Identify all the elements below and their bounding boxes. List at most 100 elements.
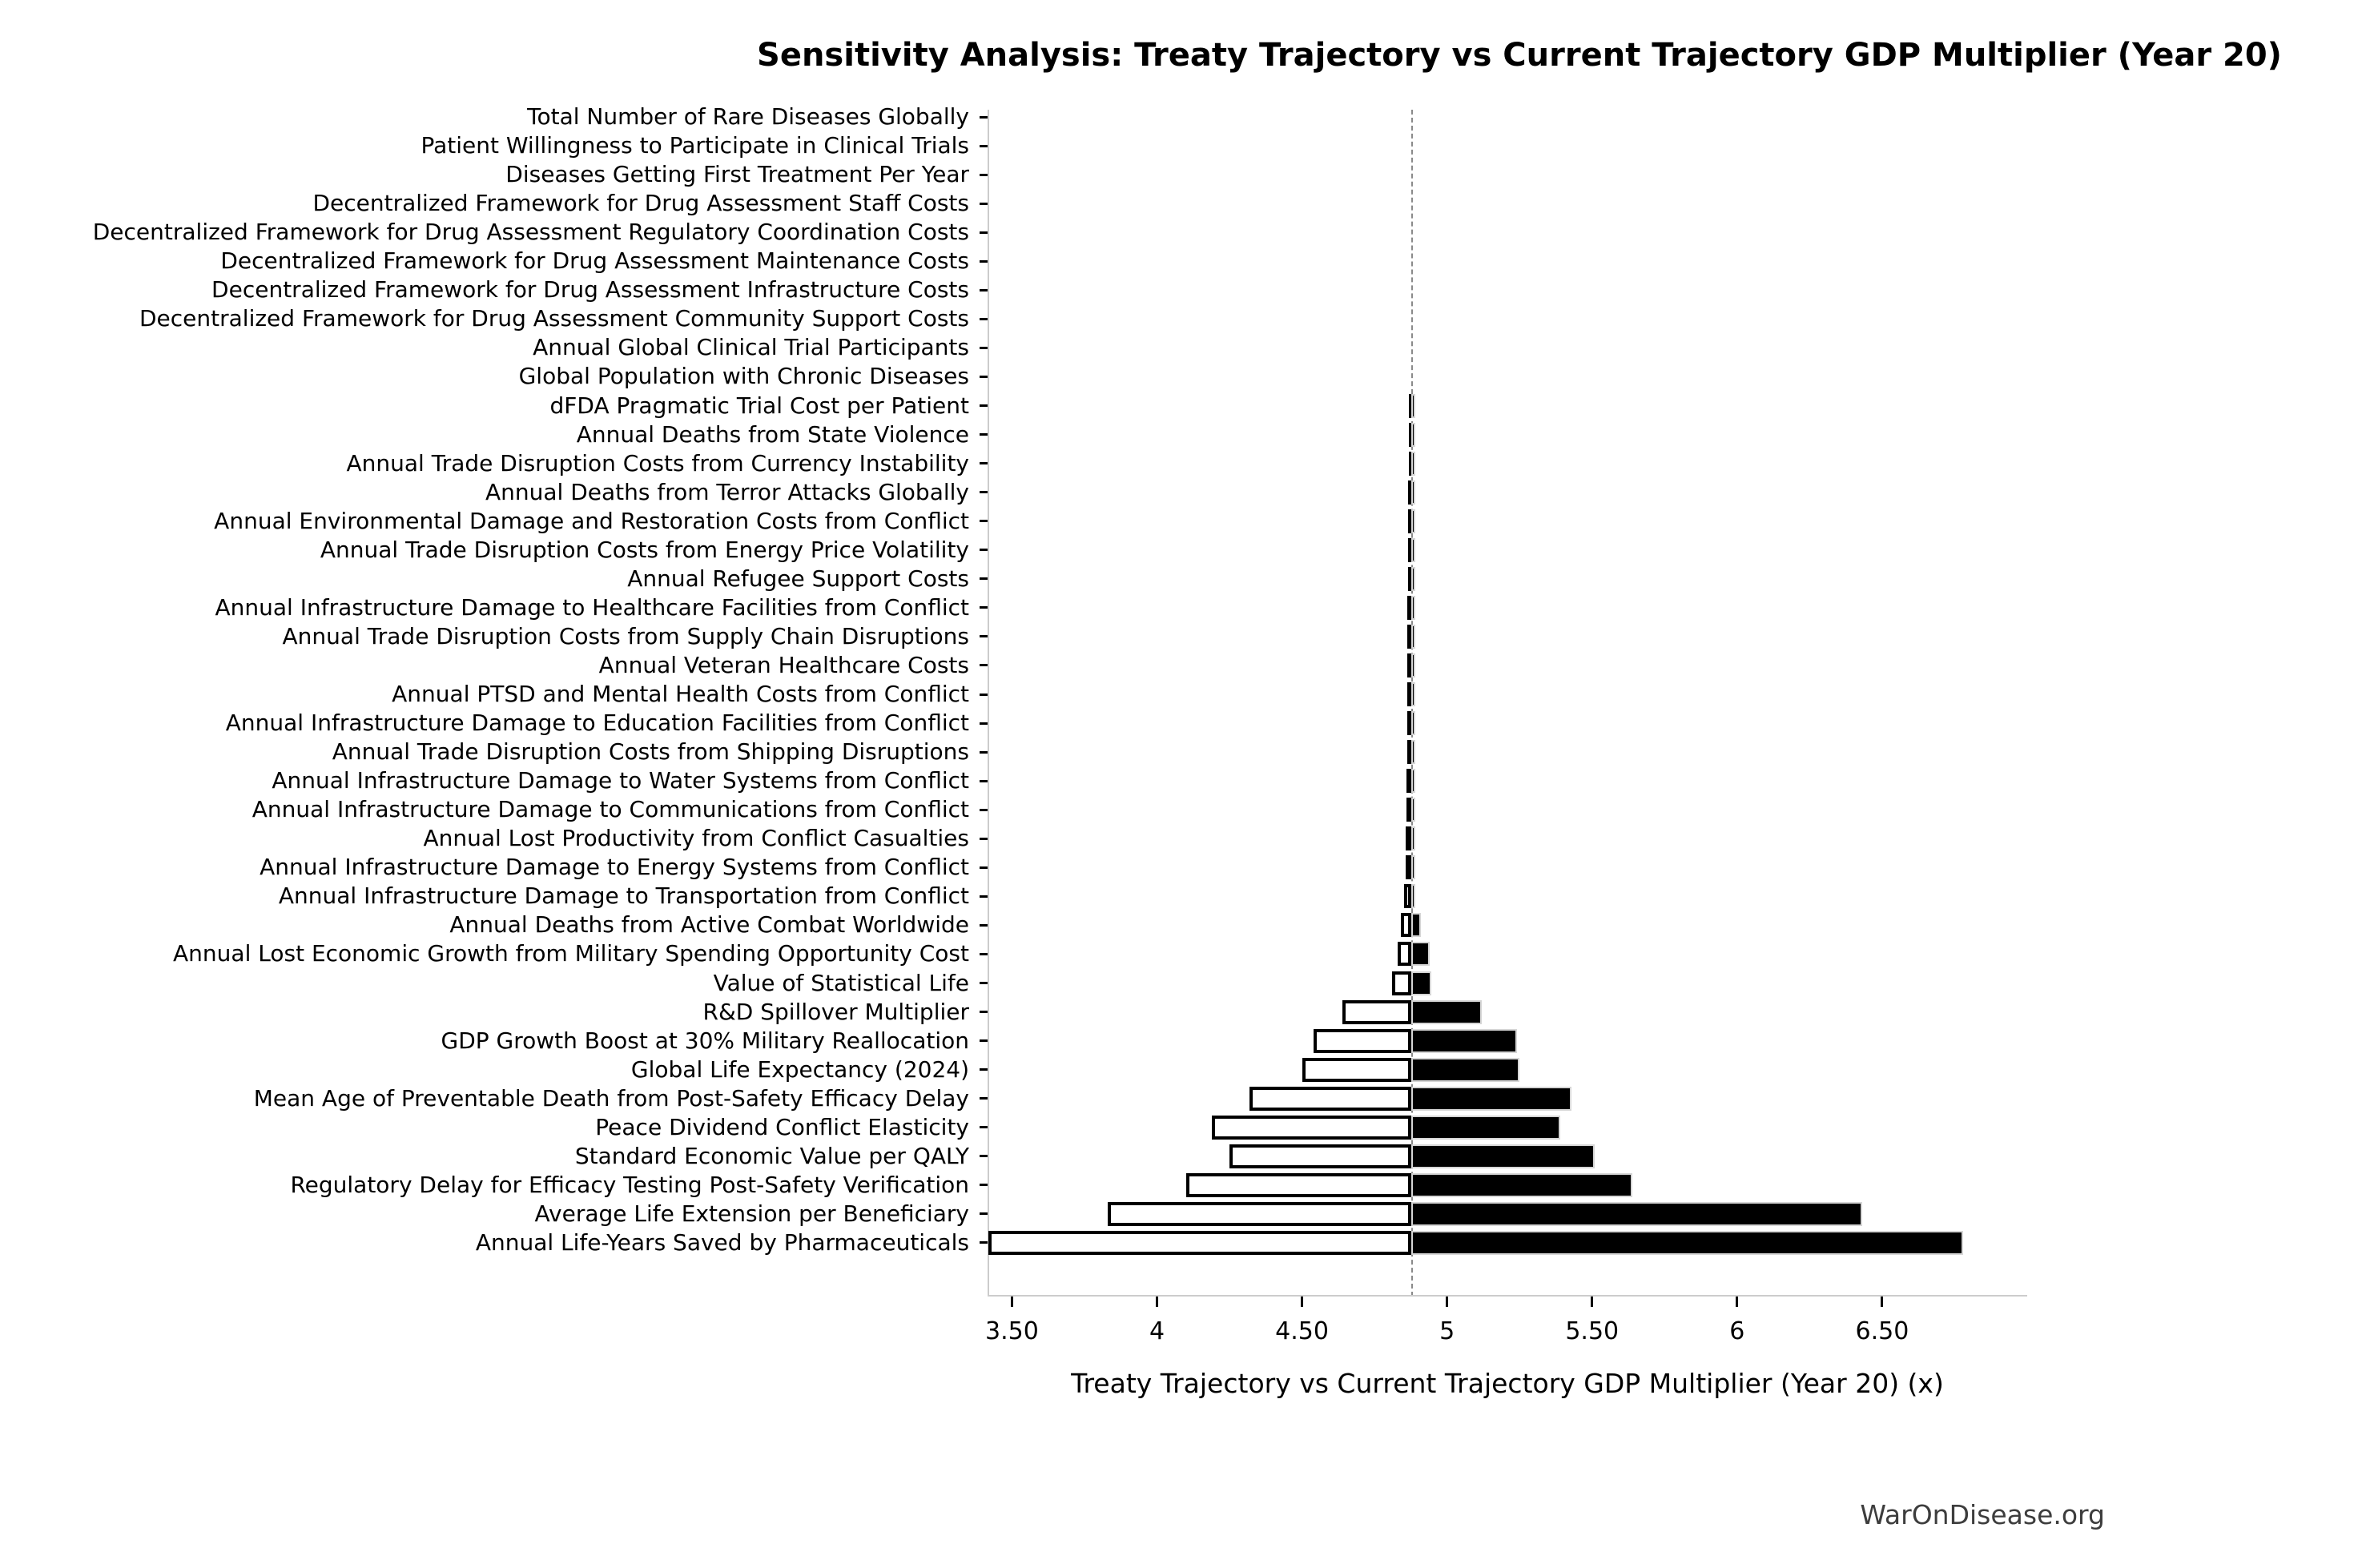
y-tick [980, 1155, 988, 1158]
bar-low-white [1406, 826, 1413, 851]
y-tick [980, 520, 988, 523]
bar-low-white [1249, 1086, 1412, 1111]
bar-high-black [1411, 1201, 1862, 1226]
x-tick-label: 4 [1149, 1317, 1165, 1345]
y-tick [980, 1011, 988, 1014]
x-tick-label: 5 [1439, 1317, 1455, 1345]
y-tick [980, 462, 988, 465]
bar-low-white [1406, 798, 1413, 822]
y-tick [980, 115, 988, 119]
y-label: Global Life Expectancy (2024) [630, 1055, 969, 1083]
y-label: GDP Growth Boost at 30% Military Realloc… [441, 1027, 969, 1054]
y-tick [980, 837, 988, 840]
bar-low-white [1400, 913, 1412, 938]
y-tick [980, 491, 988, 494]
y-label: Standard Economic Value per QALY [574, 1142, 969, 1169]
chart-title: Sensitivity Analysis: Treaty Trajectory … [757, 37, 2282, 74]
x-tick [1446, 1297, 1449, 1307]
y-tick [980, 1184, 988, 1187]
y-tick [980, 952, 988, 955]
y-tick [980, 1212, 988, 1216]
bar-low-white [1405, 855, 1412, 880]
bar-high-black [1411, 653, 1416, 677]
y-label: Annual Veteran Healthcare Costs [598, 651, 969, 678]
x-tick-label: 6 [1729, 1317, 1745, 1345]
bar-high-black [1411, 884, 1416, 909]
bar-high-black [1411, 769, 1416, 794]
y-label: dFDA Pragmatic Trial Cost per Patient [549, 392, 970, 419]
y-label: Decentralized Framework for Drug Assessm… [312, 190, 969, 217]
y-tick [980, 375, 988, 378]
y-tick [980, 895, 988, 898]
bar-high-black [1411, 1057, 1520, 1082]
x-tick-label: 3.50 [985, 1317, 1039, 1345]
y-tick [980, 1097, 988, 1100]
x-tick-label: 5.50 [1565, 1317, 1620, 1345]
y-label: Annual Deaths from Terror Attacks Global… [485, 478, 969, 505]
x-tick [1156, 1297, 1158, 1307]
bar-low-white [1212, 1115, 1412, 1140]
bar-high-black [1411, 1115, 1560, 1140]
y-tick [980, 808, 988, 811]
bar-low-white [1391, 971, 1412, 995]
y-tick [980, 346, 988, 349]
y-tick [980, 722, 988, 725]
bar-low-white [1185, 1172, 1412, 1197]
bar-low-white [1398, 942, 1412, 967]
x-tick-label: 6.50 [1855, 1317, 1909, 1345]
bar-high-black [1411, 451, 1416, 476]
bar-high-black [1411, 422, 1416, 447]
x-tick [1301, 1297, 1304, 1307]
x-tick [1010, 1297, 1013, 1307]
bar-low-white [1314, 1028, 1412, 1053]
bar-high-black [1411, 1086, 1572, 1111]
y-tick [980, 288, 988, 291]
y-tick [980, 750, 988, 754]
bar-low-white [1229, 1144, 1412, 1168]
y-tick [980, 577, 988, 581]
bar-high-black [1411, 798, 1416, 822]
bar-high-black [1411, 1144, 1595, 1168]
y-label: Annual Infrastructure Damage to Energy S… [260, 854, 969, 881]
bar-low-white [988, 1230, 1412, 1255]
x-tick-label: 4.50 [1275, 1317, 1329, 1345]
bar-high-black [1411, 624, 1416, 649]
y-label: Annual Infrastructure Damage to Educatio… [225, 710, 969, 737]
bar-high-black [1411, 393, 1416, 418]
bar-high-black [1411, 509, 1416, 533]
y-label: Peace Dividend Conflict Elasticity [595, 1113, 969, 1140]
y-label: Mean Age of Preventable Death from Post-… [253, 1084, 969, 1112]
y-tick [980, 317, 988, 320]
y-tick [980, 866, 988, 869]
bar-high-black [1411, 913, 1422, 938]
y-label: Annual Global Clinical Trial Participant… [533, 334, 969, 361]
bar-high-black [1411, 971, 1431, 995]
y-tick [980, 1126, 988, 1129]
y-tick [980, 433, 988, 436]
bar-high-black [1411, 1028, 1517, 1053]
y-label: Total Number of Rare Diseases Globally [527, 103, 969, 130]
y-label: Annual Infrastructure Damage to Water Sy… [272, 767, 969, 794]
y-label: Annual Deaths from State Violence [576, 420, 969, 448]
bar-high-black [1411, 1230, 1964, 1255]
y-label: Annual Life-Years Saved by Pharmaceutica… [475, 1228, 969, 1256]
bar-high-black [1411, 740, 1416, 765]
y-label: Decentralized Framework for Drug Assessm… [92, 219, 969, 246]
plot-area: Total Number of Rare Diseases Globally Pa… [93, 103, 2027, 1345]
y-tick [980, 202, 988, 205]
y-tick [980, 1068, 988, 1071]
bar-high-black [1411, 999, 1483, 1024]
y-label: Annual PTSD and Mental Health Costs from… [392, 681, 969, 707]
bar-low-white [1302, 1057, 1412, 1082]
bar-low-white [1406, 769, 1414, 794]
y-label: Annual Infrastructure Damage to Communic… [251, 796, 969, 823]
bar-high-black [1411, 537, 1416, 562]
y-label: Annual Lost Productivity from Conflict C… [423, 825, 969, 852]
y-tick [980, 1039, 988, 1043]
y-label: Annual Refugee Support Costs [627, 565, 969, 592]
x-tick [1591, 1297, 1594, 1307]
y-label: Regulatory Delay for Efficacy Testing Po… [290, 1171, 969, 1198]
y-tick [980, 779, 988, 782]
y-label: R&D Spillover Multiplier [702, 998, 970, 1025]
